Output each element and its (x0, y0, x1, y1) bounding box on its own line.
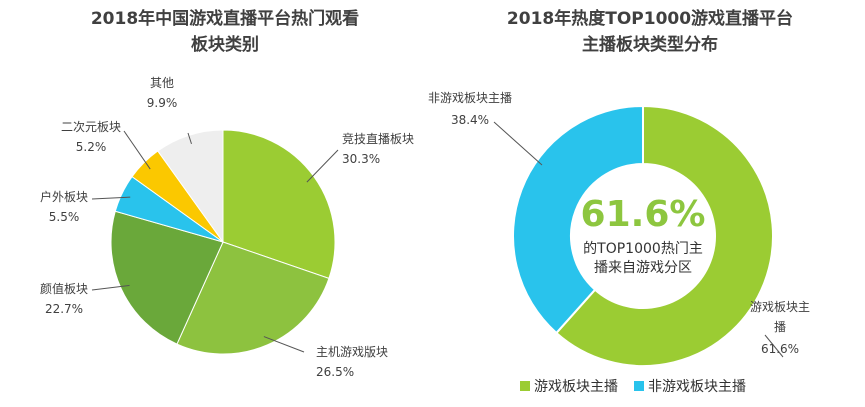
legend-label-game: 游戏板块主播 (534, 379, 618, 395)
pie-slice-label: 竞技直播板块 (342, 132, 414, 146)
pie-slice-value: 5.2% (76, 140, 107, 154)
pie-slice-value: 30.3% (342, 152, 380, 166)
legend-item-game: 游戏板块主播 (520, 376, 618, 396)
donut-slice-value: 61.6% (761, 342, 799, 356)
pie-slice-value: 26.5% (316, 365, 354, 379)
donut-leader-line (493, 121, 543, 166)
donut-slice (555, 104, 774, 367)
donut-slice-label: 非游戏板块主播 (428, 91, 512, 105)
donut-center-value: 61.6% (581, 194, 706, 235)
donut-slice (512, 104, 644, 335)
pie-leader-line (91, 196, 131, 200)
pie-slice (176, 241, 330, 355)
donut-center-text-line2: 播来自游戏分区 (594, 260, 692, 276)
pie-slice-value: 9.9% (147, 96, 178, 110)
donut-chart-title: 2018年热度TOP1000游戏直播平台 主播板块类型分布 (470, 6, 830, 58)
donut-slice-label-line2: 播 (774, 320, 786, 334)
legend-swatch-game (520, 381, 530, 391)
donut-slice-label: 游戏板块主 (750, 300, 810, 314)
pie-slice-value: 22.7% (45, 302, 83, 316)
pie-slice-label: 二次元板块 (61, 120, 121, 134)
pie-chart: 竞技直播板块 30.3% 主机游戏版块 26.5% 颜值板块 22.7% 户外板块 5.5% 二… (40, 76, 414, 379)
donut-leader-line (764, 334, 784, 358)
pie-title-line2: 板块类别 (191, 35, 259, 55)
pie-slice-label: 主机游戏版块 (316, 345, 388, 359)
pie-title-line1: 2018年中国游戏直播平台热门观看 (90, 9, 360, 29)
pie-leader-line (306, 149, 339, 183)
pie-leader-line (263, 336, 305, 353)
donut-title-line1: 2018年热度TOP1000游戏直播平台 (506, 9, 794, 29)
pie-leader-line (187, 132, 192, 145)
pie-leader-line (91, 284, 130, 291)
legend-label-non-game: 非游戏板块主播 (648, 379, 746, 395)
legend-swatch-non-game (634, 381, 644, 391)
pie-leader-line (123, 130, 151, 170)
donut-chart: 游戏板块主播 61.6% 非游戏板块主播 38.4% (428, 91, 810, 367)
pie-slice-label: 户外板块 (40, 189, 88, 204)
legend-item-non-game: 非游戏板块主播 (634, 376, 746, 396)
pie-slice-label: 其他 (150, 76, 174, 90)
donut-center-text-line1: 的TOP1000热门主 (583, 241, 703, 257)
pie-slice-value: 5.5% (49, 210, 80, 224)
donut-slice-value: 38.4% (451, 113, 489, 127)
pie-chart-title: 2018年中国游戏直播平台热门观看 板块类别 (60, 6, 390, 58)
pie-slice (110, 210, 224, 345)
pie-slice (222, 129, 336, 280)
donut-title-line2: 主播板块类型分布 (582, 35, 718, 55)
donut-legend: 游戏板块主播 非游戏板块主播 (520, 376, 762, 396)
pie-slice-label: 颜值板块 (40, 281, 88, 296)
